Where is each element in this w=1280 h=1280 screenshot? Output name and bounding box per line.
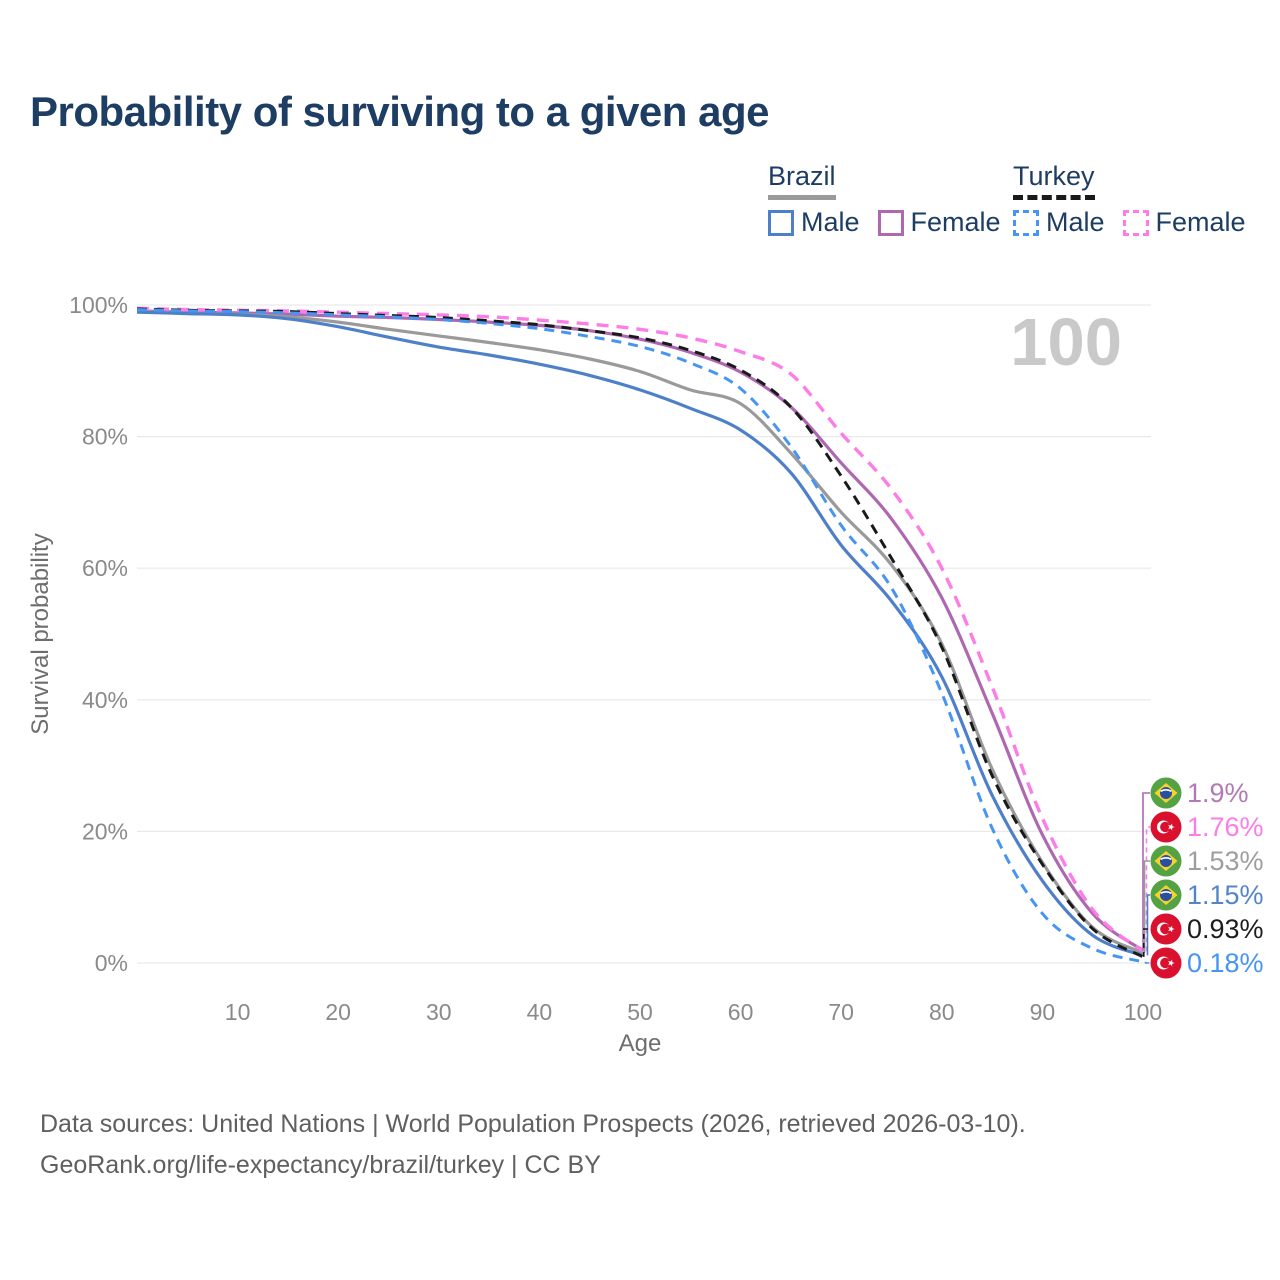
legend-item-brazil-male[interactable]: Male bbox=[768, 207, 860, 238]
y-axis-title: Survival probability bbox=[27, 533, 54, 734]
legend-group-turkey: Turkey Male Female bbox=[1013, 161, 1246, 238]
leader-line bbox=[1145, 826, 1150, 952]
y-tick-label: 80% bbox=[82, 424, 128, 450]
legend-items-brazil: Male Female bbox=[768, 207, 1001, 238]
legend-header-turkey: Turkey bbox=[1013, 161, 1095, 200]
x-tick-label: 40 bbox=[527, 999, 553, 1025]
end-value-label: 1.76% bbox=[1187, 812, 1264, 842]
legend-item-label: Male bbox=[801, 207, 860, 237]
legend-item-turkey-male[interactable]: Male bbox=[1013, 207, 1105, 238]
y-tick-label: 40% bbox=[82, 687, 128, 713]
age-counter-watermark: 100 bbox=[1010, 305, 1122, 380]
turkey_female-line bbox=[136, 306, 1145, 953]
legend-items-turkey: Male Female bbox=[1013, 207, 1246, 238]
turkey-female-swatch-icon bbox=[1122, 209, 1149, 236]
end-value-label: 1.9% bbox=[1187, 778, 1249, 808]
brazil-female-swatch-icon bbox=[877, 209, 904, 236]
legend-item-brazil-female[interactable]: Female bbox=[877, 207, 1001, 238]
brazil-flag-icon bbox=[1150, 845, 1182, 877]
brazil_female-line bbox=[136, 309, 1144, 952]
leader-line bbox=[1146, 894, 1150, 956]
brazil-flag-icon bbox=[1150, 879, 1182, 911]
end-value-label: 1.53% bbox=[1187, 846, 1264, 876]
x-tick-label: 90 bbox=[1030, 999, 1056, 1025]
leader-line bbox=[1143, 860, 1150, 953]
brazil_avg-line bbox=[136, 310, 1144, 955]
x-tick-label: 80 bbox=[929, 999, 955, 1025]
legend-item-label: Male bbox=[1046, 207, 1105, 237]
legend-header-brazil: Brazil bbox=[768, 161, 836, 200]
x-tick-label: 60 bbox=[728, 999, 754, 1025]
footer-attribution: GeoRank.org/life-expectancy/brazil/turke… bbox=[40, 1151, 601, 1179]
y-tick-label: 100% bbox=[69, 292, 128, 318]
footer-data-sources: Data sources: United Nations | World Pop… bbox=[40, 1110, 1026, 1138]
y-tick-label: 20% bbox=[82, 818, 128, 844]
legend-item-label: Female bbox=[1155, 207, 1246, 237]
page-title: Probability of surviving to a given age bbox=[30, 88, 769, 135]
brazil-male-swatch-icon bbox=[768, 209, 794, 236]
leader-line bbox=[1143, 928, 1150, 957]
y-tick-label: 60% bbox=[82, 555, 128, 581]
leader-line bbox=[1144, 961, 1150, 964]
brazil-flag-icon bbox=[1150, 777, 1182, 809]
turkey_male-line bbox=[136, 308, 1144, 964]
legend-group-brazil: Brazil Male Female bbox=[768, 161, 1001, 238]
brazil_male-line bbox=[136, 310, 1144, 957]
legend-item-label: Female bbox=[910, 207, 1001, 237]
x-tick-label: 10 bbox=[225, 999, 251, 1025]
turkey-flag-icon bbox=[1150, 913, 1182, 945]
end-value-label: 0.18% bbox=[1187, 948, 1264, 978]
turkey_avg-line bbox=[136, 307, 1144, 959]
x-axis-title: Age bbox=[619, 1030, 662, 1057]
leader-line bbox=[1142, 792, 1150, 951]
turkey-flag-icon bbox=[1150, 811, 1182, 843]
x-tick-label: 70 bbox=[828, 999, 854, 1025]
y-tick-label: 0% bbox=[95, 950, 128, 976]
end-value-label: 0.93% bbox=[1187, 914, 1264, 944]
legend-item-turkey-female[interactable]: Female bbox=[1122, 207, 1246, 238]
turkey-flag-icon bbox=[1150, 947, 1182, 979]
x-tick-label: 100 bbox=[1124, 999, 1162, 1025]
footer: Data sources: United Nations | World Pop… bbox=[40, 1104, 1026, 1186]
x-tick-label: 30 bbox=[426, 999, 452, 1025]
turkey-male-swatch-icon bbox=[1013, 209, 1039, 236]
x-tick-label: 20 bbox=[325, 999, 351, 1025]
end-value-label: 1.15% bbox=[1187, 880, 1264, 910]
x-tick-label: 50 bbox=[627, 999, 653, 1025]
